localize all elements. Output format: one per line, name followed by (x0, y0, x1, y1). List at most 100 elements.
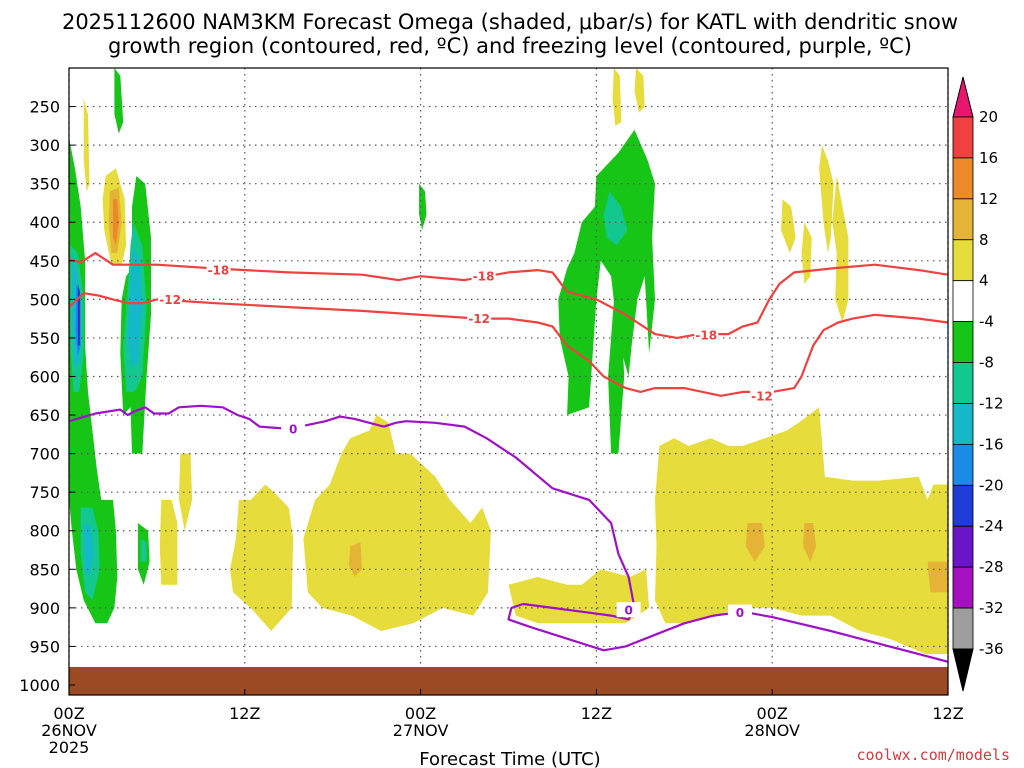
omega-region-5 (78, 291, 80, 335)
y-tick-label-650: 650 (29, 406, 60, 425)
freezing-level-line-label-bg-2 (727, 604, 752, 620)
omega-region-37 (801, 222, 812, 284)
omega-region-21 (303, 415, 491, 631)
x-axis-label: Forecast Time (UTC) (419, 749, 600, 768)
minus-18-line-label-bg-0 (206, 262, 231, 278)
y-tick-label-750: 750 (29, 483, 60, 502)
omega-region-8 (114, 68, 124, 134)
y-tick-label-400: 400 (29, 213, 60, 232)
x-tick-date-0: 26NOV (41, 721, 97, 740)
omega-region-33 (927, 561, 948, 593)
omega-region-25 (612, 68, 622, 126)
y-tick-label-350: 350 (29, 175, 60, 194)
colorbar-label-1: 16 (979, 149, 998, 167)
colorbar-label-10: -24 (979, 517, 1004, 535)
minus-12-line-label-1: -12 (468, 312, 490, 326)
omega-region-22 (348, 542, 362, 577)
colorbar-label-12: -32 (979, 599, 1004, 617)
minus-18-line-label-bg-1 (471, 268, 496, 284)
colorbar-bin-4 (952, 280, 974, 323)
freezing-level-line (69, 404, 948, 663)
minus-18-line-label-bg-2 (694, 326, 719, 342)
colorbar-label-8: -16 (979, 435, 1004, 453)
colorbar-bin-2 (952, 198, 974, 241)
freezing-level-line-label-2: 0 (736, 606, 744, 620)
colorbar-bin-0 (952, 116, 974, 159)
colorbar-bin-8 (952, 443, 974, 486)
omega-region-31 (745, 523, 765, 562)
x-tick-date-48: 28NOV (744, 721, 800, 740)
x-tick-label-24: 00Z (405, 704, 436, 723)
minus-12-line-label-2: -12 (751, 389, 773, 403)
y-tick-label-700: 700 (29, 445, 60, 464)
colorbar-bin-12 (952, 607, 974, 650)
y-tick-label-850: 850 (29, 560, 60, 579)
x-tick-date-24: 27NOV (393, 721, 449, 740)
minus-12-line-label-0: -12 (159, 293, 181, 307)
colorbar-label-3: 8 (979, 231, 989, 249)
colorbar-label-4: 4 (979, 272, 989, 290)
omega-region-20 (230, 484, 294, 631)
y-tick-label-600: 600 (29, 367, 60, 386)
colorbar-label-9: -20 (979, 476, 1004, 494)
omega-region-17 (140, 538, 147, 562)
y-tick-label-300: 300 (29, 136, 60, 155)
colorbar-label-0: 20 (979, 108, 998, 126)
omega-region-12 (113, 199, 119, 246)
colorbar-label-2: 12 (979, 190, 998, 208)
y-tick-label-900: 900 (29, 599, 60, 618)
omega-region-19 (178, 453, 193, 531)
colorbar-bin-11 (952, 566, 974, 609)
colorbar-top-arrow (952, 76, 974, 118)
colorbar-label-11: -28 (979, 558, 1004, 576)
omega-region-34 (819, 145, 834, 254)
omega-region-18 (159, 499, 178, 585)
x-tick-label-48: 00Z (757, 704, 788, 723)
minus-18-line-label-1: -18 (473, 270, 495, 284)
minus-12-line-label-bg-1 (467, 310, 492, 326)
omega-region-9 (83, 98, 90, 192)
x-tick-label-0: 00Z (53, 704, 84, 723)
colorbar-label-7: -12 (979, 394, 1004, 412)
omega-region-26 (634, 68, 645, 113)
y-tick-label-950: 950 (29, 637, 60, 656)
minus-12-line-label-bg-2 (749, 387, 774, 403)
y-tick-label-500: 500 (29, 290, 60, 309)
minus-18-line-label-2: -18 (695, 328, 717, 342)
omega-region-27 (558, 129, 655, 415)
minus-12-line (69, 292, 948, 397)
x-tick-label-60: 12Z (932, 704, 963, 723)
colorbar-bin-10 (952, 525, 974, 568)
y-tick-label-450: 450 (29, 252, 60, 271)
omega-region-0 (69, 137, 118, 624)
chart-title-line2: growth region (contoured, red, ºC) and f… (108, 34, 912, 58)
temperature-contours: -18 -18 -18 -12 -12 -12 0 0 0 (69, 252, 948, 663)
freezing-level-line-label-bg-0 (281, 420, 306, 436)
colorbar-bin-3 (952, 239, 974, 282)
colorbar-label-6: -8 (979, 354, 994, 372)
x-tick-label-36: 12Z (581, 704, 612, 723)
freezing-level-line-label-1: 0 (624, 604, 632, 618)
omega-region-7 (83, 523, 94, 577)
colorbar-bin-6 (952, 362, 974, 404)
colorbar-bin-9 (952, 484, 974, 527)
freezing-level-line-label-bg-1 (616, 602, 641, 618)
colorbar: 20 16 12 8 4 -4 -8 -12 -16 -20 -24 -28 -32 -36 (952, 76, 1004, 692)
y-axis: 250 300 350 400 450 500 550 600 650 700 750 800 850 9… (19, 98, 75, 695)
colorbar-bin-1 (952, 157, 974, 200)
colorbar-bottom-arrow (952, 648, 974, 692)
omega-region-28 (603, 191, 628, 246)
plot-frame (68, 67, 949, 696)
minus-18-line-label-0: -18 (208, 264, 230, 278)
x-tick-label-12: 12Z (229, 704, 260, 723)
ground-surface (69, 667, 948, 695)
omega-region-24 (508, 569, 650, 624)
omega-region-15 (127, 245, 143, 369)
y-tick-label-250: 250 (29, 98, 60, 117)
omega-region-32 (803, 523, 817, 562)
colorbar-label-5: -4 (979, 313, 994, 331)
y-tick-label-550: 550 (29, 329, 60, 348)
colorbar-bin-5 (952, 321, 974, 363)
